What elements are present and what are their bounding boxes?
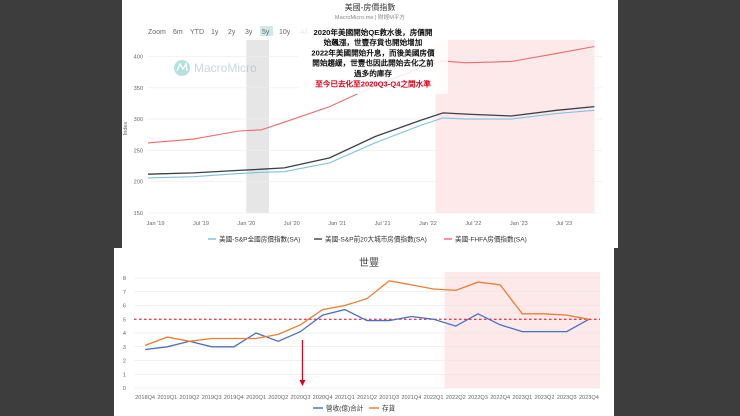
- top-chart-title: 美國-房價指數: [345, 2, 396, 12]
- top-chart-subtitle: MacroMicro.me | 財經M平方: [335, 13, 406, 21]
- legend-item-sp_20city[interactable]: 美國-S&P前20大城市房價指數(SA): [325, 235, 427, 244]
- y-tick-label: 150: [134, 211, 143, 217]
- shifeng-chart: 世豐 0 1 2 3 4 5 6 7 8 2018Q4 2019Q1 2019Q2 2019Q3 2019…: [123, 256, 600, 413]
- legend-item-fhfa[interactable]: 美國-FHFA房價指數(SA): [455, 235, 527, 244]
- bottom-chart-title: 世豐: [359, 256, 379, 269]
- annotation-line: 開始趨緩，世豐也因此開始去化之前: [312, 58, 434, 68]
- annotation-background: [298, 24, 448, 94]
- x-tick-label: Jul '22: [465, 221, 481, 227]
- range-button-10y[interactable]: 10y: [279, 29, 291, 36]
- legend-item-sp_national[interactable]: 美國-S&P全國房價指數(SA): [219, 235, 300, 244]
- bottom-chart-panel: 世豐 0 1 2 3 4 5 6 7 8 2018Q4 2019Q1 2019Q2 2019Q3 2019…: [114, 248, 614, 416]
- x-tick-label: 2019Q1: [157, 395, 177, 401]
- y-tick-label: 1: [123, 372, 126, 378]
- x-tick-label: 2021Q2: [357, 395, 377, 401]
- x-tick-label: Jul '23: [556, 221, 572, 227]
- legend-item-revenue[interactable]: 營收(億)合計: [326, 404, 364, 413]
- annotation-line: 2020年美國開始QE救水後，房價開: [314, 27, 433, 37]
- x-tick-label: 2019Q4: [224, 395, 244, 401]
- x-tick-label: 2020Q4: [313, 395, 333, 401]
- x-tick-label: 2021Q3: [379, 395, 399, 401]
- x-tick-label: 2021Q1: [335, 395, 355, 401]
- x-tick-label: 2023Q3: [557, 395, 577, 401]
- watermark-text: MacroMicro: [194, 61, 257, 75]
- range-selector: Zoom6mYTD1y2y3y5y10yAll: [148, 26, 308, 36]
- x-tick-label: 2022Q2: [446, 395, 466, 401]
- range-button-bg[interactable]: [260, 26, 273, 36]
- x-tick-label: 2023Q4: [579, 395, 599, 401]
- top-chart-panel: 美國-房價指數 MacroMicro.me | 財經M平方 Zoom 6m YTD 1…: [122, 0, 618, 248]
- annotation-highlight: 至今已去化至2020Q3-Q4之間水準: [315, 79, 431, 89]
- range-button-6m[interactable]: 6m: [173, 29, 183, 36]
- series-line-revenue: [145, 308, 590, 351]
- zoom-label: Zoom: [148, 29, 166, 36]
- y-tick-label: 8: [123, 276, 126, 282]
- x-tick-label: Jul '20: [284, 221, 300, 227]
- y-tick-label: 400: [134, 55, 143, 61]
- y-tick-label: 5: [123, 317, 126, 323]
- x-tick-label: Jan '21: [328, 221, 346, 227]
- x-tick-label: Jul '19: [193, 221, 209, 227]
- series-line-sp_national: [147, 109, 595, 179]
- y-tick-label: 350: [134, 86, 143, 92]
- arrow-head: [299, 380, 306, 386]
- x-tick-label: 2019Q3: [202, 395, 222, 401]
- y-tick-label: 6: [123, 304, 126, 310]
- watermark: MacroMicro: [174, 60, 257, 76]
- series-line-sp_20city: [147, 105, 595, 175]
- y-tick-label: 300: [134, 117, 143, 123]
- shaded-region: [444, 272, 600, 388]
- range-button-1y[interactable]: 1y: [211, 29, 219, 36]
- y-tick-label: 250: [134, 148, 143, 154]
- shaded-region-1: [435, 40, 595, 213]
- y-tick-label: 7: [123, 290, 126, 296]
- x-tick-label: 2020Q3: [290, 395, 310, 401]
- x-tick-label: Jan '23: [510, 221, 528, 227]
- x-tick-label: Jul '21: [375, 221, 391, 227]
- y-tick-label: 0: [123, 386, 126, 392]
- x-tick-label: Jan '20: [237, 221, 255, 227]
- y-tick-label: 2: [123, 359, 126, 365]
- y-tick-label: 3: [123, 345, 126, 351]
- x-tick-label: Jan '19: [147, 221, 165, 227]
- y-tick-label: 200: [134, 180, 143, 186]
- x-tick-label: 2018Q4: [135, 395, 155, 401]
- x-tick-label: Jan '22: [419, 221, 437, 227]
- top-legend: 美國-S&P全國房價指數(SA) 美國-S&P前20大城市房價指數(SA) 美國-F…: [208, 235, 527, 244]
- range-button-ytd[interactable]: YTD: [190, 29, 204, 36]
- x-tick-label: 2020Q2: [268, 395, 288, 401]
- legend-item-inventory[interactable]: 存貨: [382, 404, 396, 413]
- x-tick-label: 2023Q1: [512, 395, 532, 401]
- house-price-chart: 美國-房價指數 MacroMicro.me | 財經M平方 Zoom 6m YTD 1…: [123, 2, 602, 244]
- annotation-line: 2022年美國開始升息，而後美國房價: [311, 47, 435, 57]
- bottom-legend: 營收(億)合計 存貨: [313, 404, 396, 413]
- x-tick-label: 2022Q1: [424, 395, 444, 401]
- series-line-inventory: [144, 280, 590, 347]
- range-button-3y[interactable]: 3y: [245, 29, 253, 36]
- range-button-5y[interactable]: 5y: [262, 29, 270, 36]
- x-tick-label: 2020Q1: [246, 395, 266, 401]
- range-button-2y[interactable]: 2y: [228, 29, 236, 36]
- x-tick-label: 2019Q2: [180, 395, 200, 401]
- annotation-line: 過多的庫存: [353, 68, 392, 78]
- x-tick-label: 2022Q4: [490, 395, 510, 401]
- annotation-box: 2020年美國開始QE救水後，房價開始飆漲，世豐存貨也開始增加2022年美國開始…: [298, 24, 448, 94]
- y-tick-label: 4: [123, 331, 126, 337]
- x-tick-label: 2023Q2: [535, 395, 555, 401]
- annotation-line: 始飆漲，世豐存貨也開始增加: [324, 37, 423, 47]
- y-axis-label: Index: [123, 121, 129, 135]
- x-tick-label: 2021Q4: [401, 395, 421, 401]
- x-tick-label: 2022Q3: [468, 395, 488, 401]
